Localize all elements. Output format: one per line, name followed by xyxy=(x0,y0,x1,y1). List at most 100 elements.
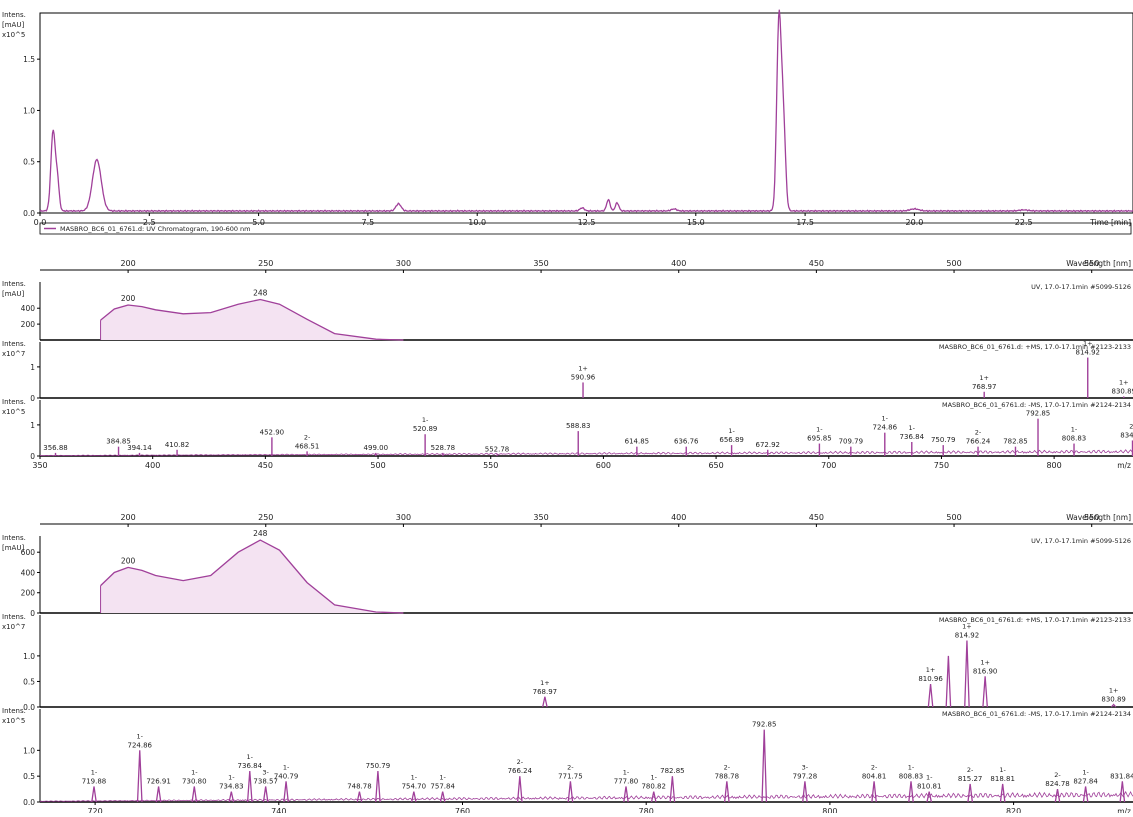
spectrum-title: MASBRO_BC6_01_6761.d: -MS, 17.0-17.1min … xyxy=(942,401,1131,409)
ms-peak xyxy=(650,791,657,803)
peak-label: 590.96 xyxy=(571,373,596,381)
peak-label: 782.85 xyxy=(1003,438,1028,446)
x-tick-label: 20.0 xyxy=(905,218,923,227)
ms-peak xyxy=(191,786,198,803)
charge-label: 1- xyxy=(908,763,915,771)
charge-label: 2- xyxy=(517,758,524,766)
charge-label: 1+ xyxy=(1083,340,1093,348)
charge-label: 3- xyxy=(262,769,269,777)
ms-peak xyxy=(136,750,143,803)
peak-label: 588.83 xyxy=(566,422,591,430)
top-tick-label: 300 xyxy=(396,259,411,268)
ms-peak xyxy=(802,781,808,803)
ms-noise xyxy=(39,449,1133,457)
x-tick-label: 760 xyxy=(455,807,470,813)
y-tick-label: 0.5 xyxy=(23,677,35,686)
peak-label: 726.91 xyxy=(146,778,171,786)
x-tick-label: 600 xyxy=(596,461,611,470)
peak-label: 740.79 xyxy=(274,772,299,780)
uv-curve xyxy=(100,298,404,341)
charge-label: 1- xyxy=(999,766,1006,774)
ms-peak xyxy=(356,791,363,803)
peak-label: 748.78 xyxy=(347,783,372,791)
peak-label: 810.96 xyxy=(918,675,943,683)
charge-label: 1- xyxy=(137,732,144,740)
charge-label: 1+ xyxy=(962,623,972,631)
plot-frame xyxy=(39,12,1133,214)
charge-label: 2- xyxy=(1129,422,1133,430)
charge-label: 1- xyxy=(411,774,418,782)
peak-label: 356.88 xyxy=(43,444,68,452)
top-tick-label: 450 xyxy=(809,259,824,268)
peak-label: 804.81 xyxy=(862,772,887,780)
peak-label: 780.82 xyxy=(641,783,666,791)
charge-label: 1- xyxy=(247,753,254,761)
x-tick-label: 5.0 xyxy=(252,218,265,227)
uv-curve xyxy=(100,539,404,614)
y-axis-label: [mAU] xyxy=(2,290,24,298)
top-tick-label: 200 xyxy=(120,513,135,522)
chromatogram-trace xyxy=(39,9,1133,213)
ms-peak xyxy=(91,786,97,803)
y-tick-label: 0.5 xyxy=(23,158,35,167)
charge-label: 1- xyxy=(191,769,198,777)
peak-label: 738.57 xyxy=(253,778,278,786)
x-tick-label: 2.5 xyxy=(143,218,156,227)
peak-label: 782.85 xyxy=(660,767,685,775)
y-axis-label: Intens. xyxy=(2,398,26,406)
y-axis-label: Intens. xyxy=(2,534,26,542)
peak-label: 724.86 xyxy=(127,741,152,749)
charge-label: 2- xyxy=(724,763,731,771)
peak-label: 452.90 xyxy=(260,428,285,436)
peak-label: 824.78 xyxy=(1045,780,1070,788)
charge-label: 2- xyxy=(567,763,574,771)
charge-label: 1- xyxy=(728,427,735,435)
x-tick-label: 550 xyxy=(483,461,498,470)
y-tick-label: 0.0 xyxy=(23,209,35,218)
top-tick-label: 350 xyxy=(533,513,548,522)
y-axis-label: x10^5 xyxy=(2,717,25,725)
ms-peak xyxy=(945,655,952,708)
peak-label: 394.14 xyxy=(127,444,152,452)
peak-label: 766.24 xyxy=(966,438,991,446)
charge-label: 1+ xyxy=(540,679,550,687)
peak-label: 636.76 xyxy=(674,438,699,446)
y-axis-label: x10^5 xyxy=(2,31,25,39)
peak-label: 736.84 xyxy=(900,433,925,441)
charge-label: 1+ xyxy=(926,666,936,674)
peak-label: 766.24 xyxy=(508,767,533,775)
top-tick-label: 400 xyxy=(671,259,686,268)
peak-label: 814.92 xyxy=(1075,349,1100,357)
peak-label: 827.84 xyxy=(1073,778,1098,786)
peak-label: 528.78 xyxy=(431,444,456,452)
ms-peak xyxy=(228,791,235,803)
y-axis-label: x10^5 xyxy=(2,408,25,416)
x-tick-label: 10.0 xyxy=(468,218,486,227)
ms-peak xyxy=(927,683,934,708)
x-tick-label: 22.5 xyxy=(1015,218,1033,227)
charge-label: 1- xyxy=(1082,769,1089,777)
ms-peak xyxy=(926,791,933,803)
x-tick-label: 450 xyxy=(258,461,273,470)
x-tick-label: 740 xyxy=(271,807,286,813)
top-tick-label: 300 xyxy=(396,513,411,522)
ms-peak xyxy=(1082,786,1089,803)
top-axis-label: Wavelength [nm] xyxy=(1066,513,1131,522)
peak-label: 468.51 xyxy=(295,442,320,450)
x-axis-label: Time [min] xyxy=(1089,218,1131,227)
peak-label: 719.88 xyxy=(82,778,107,786)
x-tick-label: 780 xyxy=(639,807,654,813)
ms-peak xyxy=(410,791,417,803)
y-tick-label: 0 xyxy=(30,394,35,403)
x-axis-label: m/z xyxy=(1117,807,1131,813)
y-axis-label: Intens. xyxy=(2,280,26,288)
top-axis-label: Wavelength [nm] xyxy=(1066,259,1131,268)
spectrum-title: MASBRO_BC6_01_6761.d: +MS, 17.0-17.1min … xyxy=(939,616,1131,624)
charge-label: 1- xyxy=(91,769,98,777)
top-tick-label: 400 xyxy=(671,513,686,522)
peak-label: 656.89 xyxy=(719,436,744,444)
y-tick-label: 400 xyxy=(21,304,36,313)
peak-label: 384.85 xyxy=(106,438,131,446)
ms-peak xyxy=(1054,788,1061,803)
